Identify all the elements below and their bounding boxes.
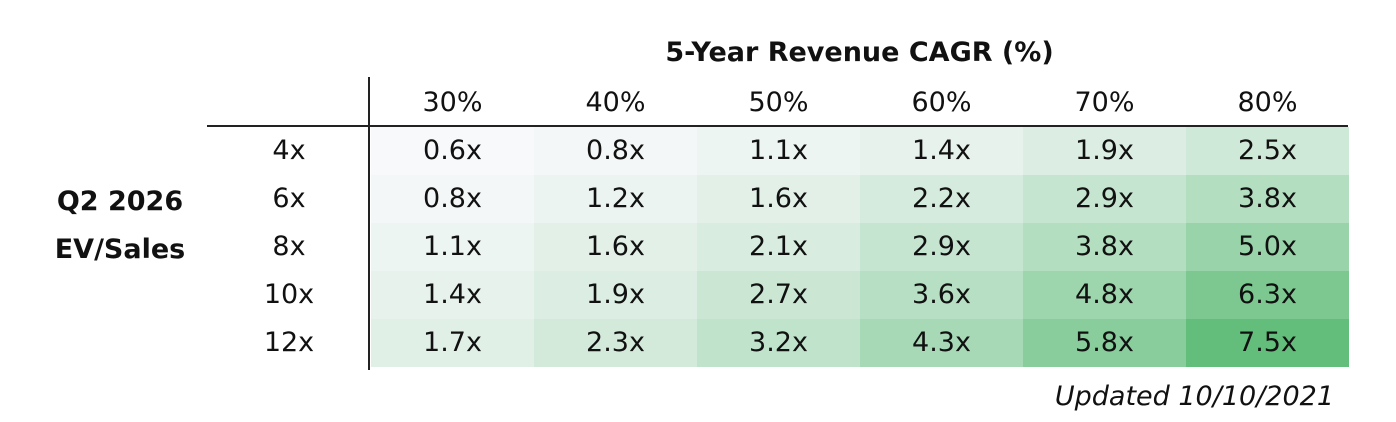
chart-title: 5-Year Revenue CAGR (%) (665, 37, 1054, 68)
heatmap-cell: 2.7x (697, 271, 860, 319)
heatmap-cell: 2.1x (697, 223, 860, 271)
heatmap-cell: 2.9x (860, 223, 1023, 271)
heatmap-cell: 2.3x (534, 319, 697, 367)
heatmap-cell: 0.8x (371, 175, 534, 223)
heatmap-cell: 3.8x (1023, 223, 1186, 271)
column-header: 80% (1237, 87, 1298, 118)
row-label: 12x (263, 327, 315, 358)
vertical-divider (368, 77, 370, 370)
heatmap-cell: 1.9x (1023, 127, 1186, 175)
heatmap-cell: 1.4x (860, 127, 1023, 175)
row-label: 6x (272, 183, 306, 214)
heatmap-cell: 1.6x (534, 223, 697, 271)
heatmap-cell: 2.2x (860, 175, 1023, 223)
heatmap-cell: 5.0x (1186, 223, 1349, 271)
row-axis-title: Q2 2026 EV/Sales (20, 178, 220, 274)
row-label: 10x (263, 279, 315, 310)
heatmap-cell: 1.2x (534, 175, 697, 223)
heatmap-cell: 1.7x (371, 319, 534, 367)
heatmap-cell: 5.8x (1023, 319, 1186, 367)
updated-date-note: Updated 10/10/2021 (1054, 381, 1334, 412)
row-label: 8x (272, 231, 306, 262)
heatmap-cell: 6.3x (1186, 271, 1349, 319)
row-label: 4x (272, 135, 306, 166)
heatmap-cell: 1.1x (697, 127, 860, 175)
heatmap-cell: 0.8x (534, 127, 697, 175)
row-axis-title-line-1: Q2 2026 (56, 186, 184, 217)
column-header: 40% (585, 87, 646, 118)
heatmap-cell: 7.5x (1186, 319, 1349, 367)
column-header: 50% (748, 87, 809, 118)
heatmap-cell: 3.8x (1186, 175, 1349, 223)
horizontal-divider (207, 125, 1348, 127)
heatmap-cell: 1.1x (371, 223, 534, 271)
heatmap-cell: 1.9x (534, 271, 697, 319)
heatmap-cell: 2.5x (1186, 127, 1349, 175)
heatmap-cell: 1.4x (371, 271, 534, 319)
column-header: 60% (911, 87, 972, 118)
heatmap-cell: 2.9x (1023, 175, 1186, 223)
heatmap-cell: 1.6x (697, 175, 860, 223)
column-header: 70% (1074, 87, 1135, 118)
heatmap-cell: 4.8x (1023, 271, 1186, 319)
heatmap-cell: 4.3x (860, 319, 1023, 367)
column-header: 30% (422, 87, 483, 118)
heatmap-cell: 0.6x (371, 127, 534, 175)
heatmap-cell: 3.6x (860, 271, 1023, 319)
heatmap-cell: 3.2x (697, 319, 860, 367)
row-axis-title-line-2: EV/Sales (54, 234, 186, 265)
